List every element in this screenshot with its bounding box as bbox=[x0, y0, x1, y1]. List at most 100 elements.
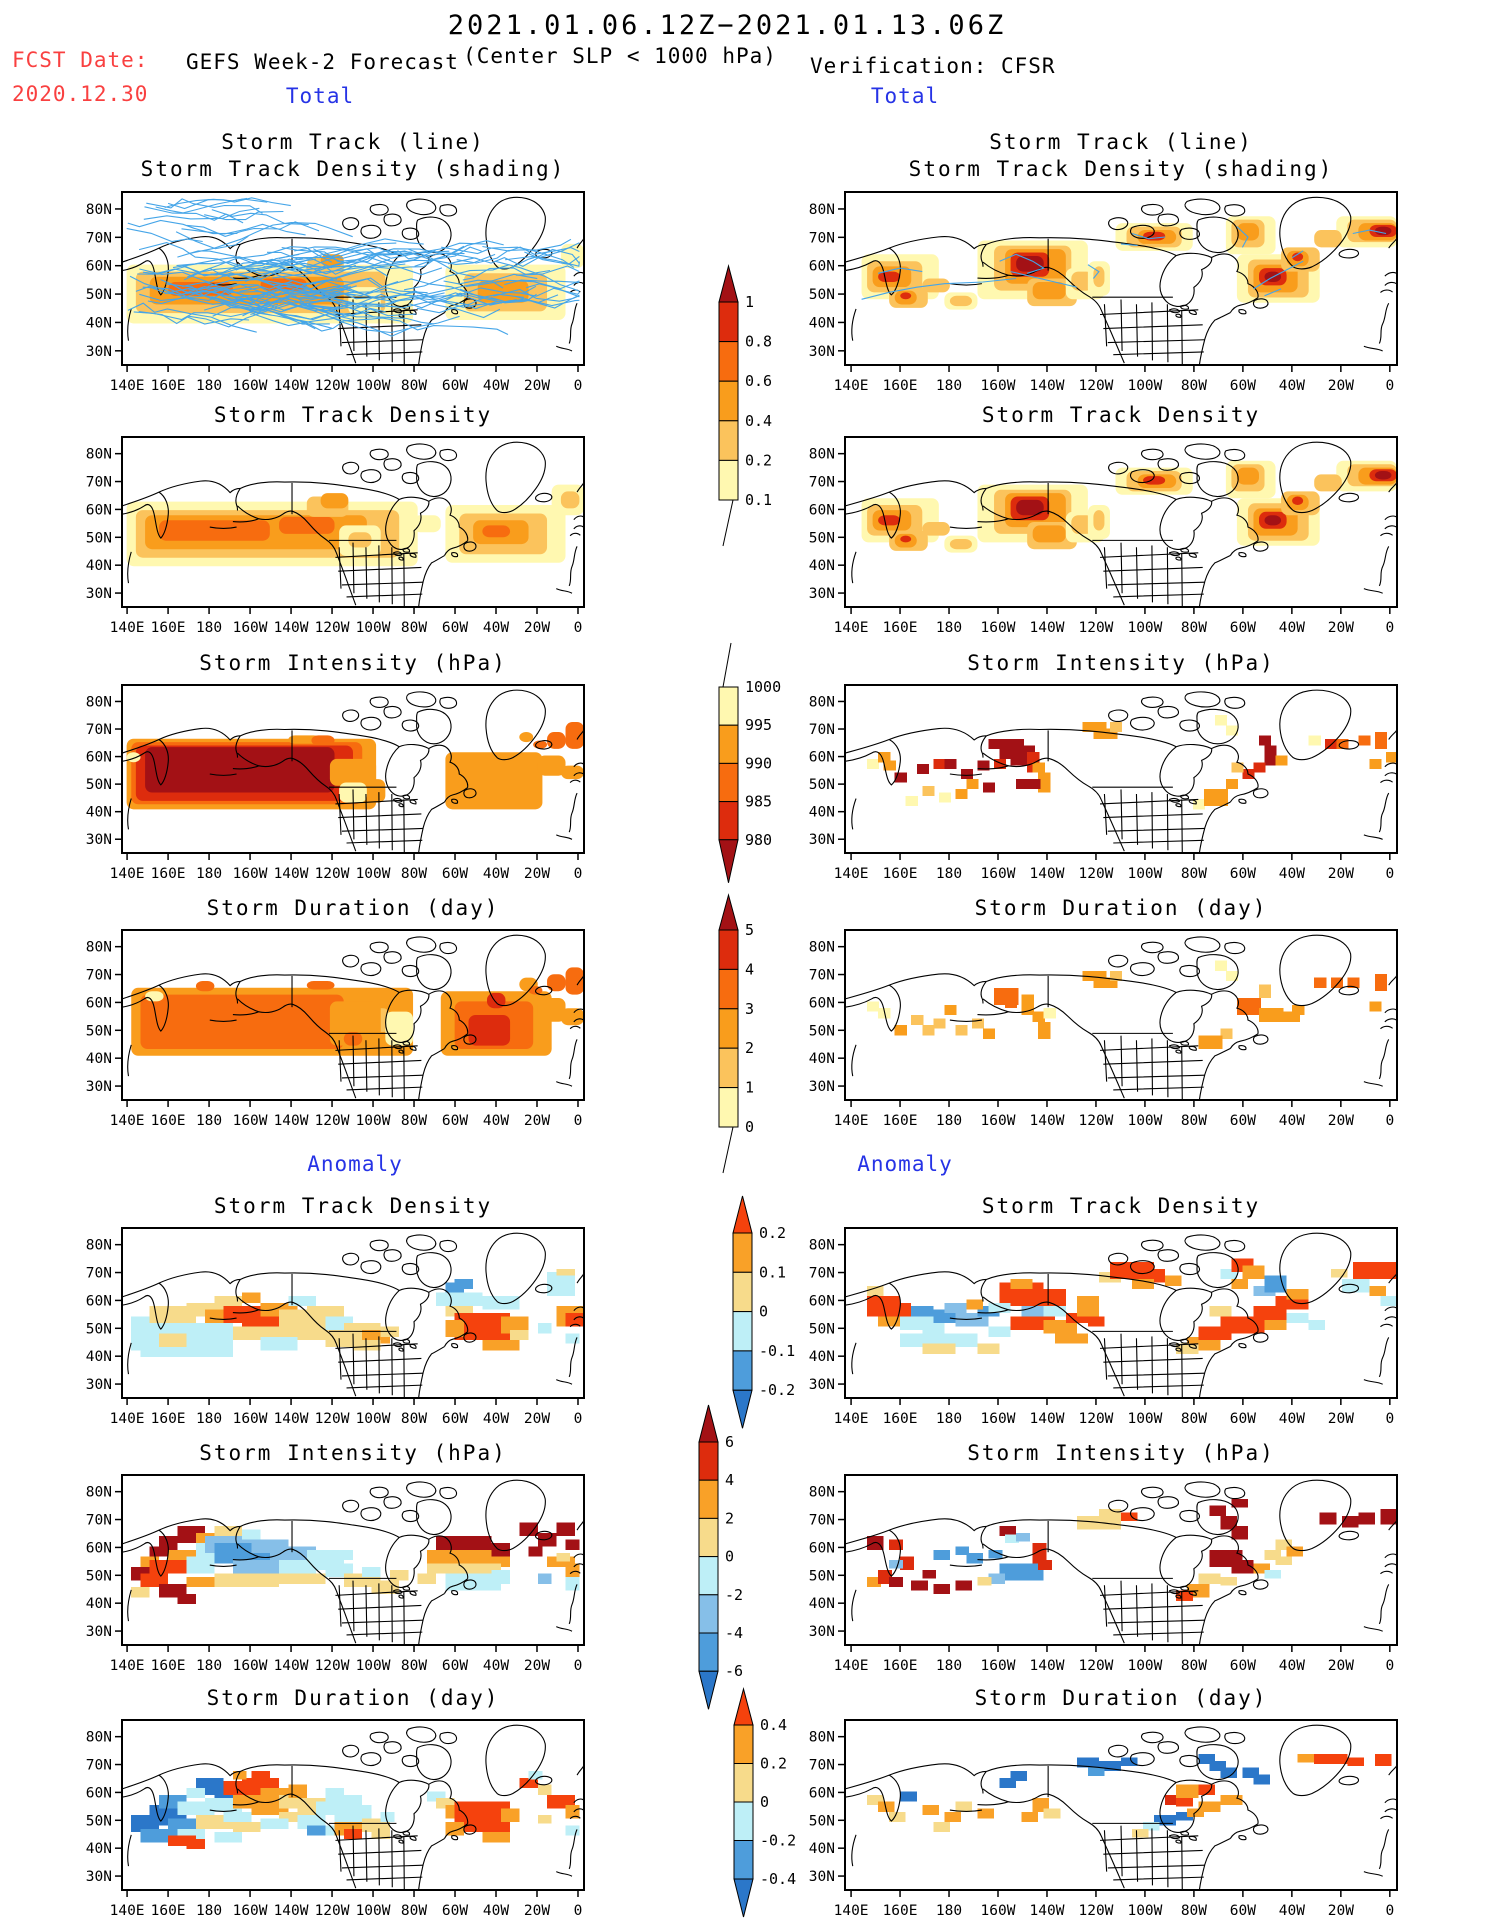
lon-tick-label: 60W bbox=[442, 1113, 468, 1129]
lat-tick-label: 80N bbox=[86, 940, 112, 956]
lat-tick-label: 60N bbox=[809, 1293, 835, 1309]
density-shading bbox=[867, 1754, 1392, 1838]
coastline bbox=[845, 935, 1396, 1100]
lat-tick-label: 80N bbox=[86, 1730, 112, 1746]
lat-tick-label: 40N bbox=[86, 805, 112, 821]
lon-tick-label: 140W bbox=[1030, 1113, 1065, 1129]
lon-tick-label: 120W bbox=[1078, 620, 1113, 636]
colorbar-tick-label: 980 bbox=[745, 831, 772, 849]
lat-tick-label: 80N bbox=[86, 202, 112, 218]
lon-tick-label: 140W bbox=[274, 866, 309, 882]
lon-tick-label: 80W bbox=[401, 378, 427, 394]
axes: 80N 70N 60N 50N 40N 30N 140E 160E 180 160W 140W 120… bbox=[809, 694, 1394, 882]
colorbar-tick-label: -2 bbox=[725, 1586, 743, 1604]
lat-tick-label: 70N bbox=[86, 1266, 112, 1282]
lon-tick-label: 0 bbox=[1385, 866, 1394, 882]
lat-tick-label: 70N bbox=[86, 968, 112, 984]
lon-tick-label: 20W bbox=[1328, 1113, 1354, 1129]
lon-tick-label: 140E bbox=[834, 620, 869, 636]
lon-tick-label: 160E bbox=[883, 1411, 918, 1427]
lat-tick-label: 60N bbox=[86, 259, 112, 275]
lon-tick-label: 20W bbox=[1328, 1658, 1354, 1674]
lon-tick-label: 180 bbox=[196, 1411, 222, 1427]
lat-tick-label: 30N bbox=[86, 344, 112, 360]
axes: 80N 70N 60N 50N 40N 30N 140E 160E 180 160W 140W 120… bbox=[86, 694, 583, 882]
lon-tick-label: 160E bbox=[883, 1113, 918, 1129]
lon-tick-label: 140E bbox=[110, 620, 145, 636]
lon-tick-label: 40W bbox=[1279, 866, 1305, 882]
lon-tick-label: 100W bbox=[356, 1411, 391, 1427]
colorbar-density_anomaly: 0.2 0.1 0 -0.1 -0.2 bbox=[732, 1195, 795, 1429]
lon-tick-label: 120W bbox=[1078, 1658, 1113, 1674]
axes: 80N 70N 60N 50N 40N 30N 140E 160E 180 160W 140W 120… bbox=[86, 940, 583, 1129]
lat-tick-label: 50N bbox=[809, 287, 835, 303]
lat-tick-label: 70N bbox=[86, 722, 112, 738]
verification-total-tracks-title: Storm Track Density (shading) bbox=[908, 157, 1334, 181]
lat-tick-label: 40N bbox=[809, 1051, 835, 1067]
lat-tick-label: 80N bbox=[86, 694, 112, 710]
colorbar-intensity_total: 1000 995 990 985 980 bbox=[718, 642, 781, 883]
lon-tick-label: 100W bbox=[1127, 378, 1162, 394]
verification-total-duration-title: Storm Duration (day) bbox=[974, 896, 1268, 920]
lon-tick-label: 40W bbox=[483, 1113, 509, 1129]
forecast-total-intensity-title: Storm Intensity (hPa) bbox=[199, 651, 507, 675]
lon-tick-label: 80W bbox=[1181, 378, 1207, 394]
axes: 80N 70N 60N 50N 40N 30N 140E 160E 180 160W 140W 120… bbox=[86, 202, 583, 394]
colorbar-density_total: 1 0.8 0.6 0.4 0.2 0.1 bbox=[718, 264, 772, 547]
lon-tick-label: 140W bbox=[274, 378, 309, 394]
section-anomaly-left: Anomaly bbox=[307, 1152, 403, 1176]
density-shading bbox=[867, 715, 1397, 810]
lon-tick-label: 40W bbox=[483, 1903, 509, 1919]
lon-tick-label: 0 bbox=[574, 1658, 583, 1674]
lon-tick-label: 20W bbox=[1328, 866, 1354, 882]
lon-tick-label: 160W bbox=[981, 1658, 1016, 1674]
lat-tick-label: 30N bbox=[86, 1869, 112, 1885]
verification-total-density-map: 80N 70N 60N 50N 40N 30N 140E 160E 180 160W 140W 120… bbox=[809, 436, 1398, 636]
colorbar-tick-label: 2 bbox=[745, 1039, 754, 1057]
lon-tick-label: 0 bbox=[1385, 620, 1394, 636]
figure-subtitle: (Center SLP < 1000 hPa) bbox=[463, 44, 777, 68]
lat-tick-label: 40N bbox=[809, 558, 835, 574]
lon-tick-label: 80W bbox=[401, 620, 427, 636]
lon-tick-label: 80W bbox=[1181, 1903, 1207, 1919]
lon-tick-label: 160W bbox=[981, 620, 1016, 636]
lat-tick-label: 80N bbox=[86, 1485, 112, 1501]
lat-tick-label: 50N bbox=[809, 1813, 835, 1829]
lon-tick-label: 80W bbox=[1181, 1113, 1207, 1129]
colorbar-tick-label: 5 bbox=[745, 921, 754, 939]
lat-tick-label: 60N bbox=[86, 995, 112, 1011]
lon-tick-label: 140W bbox=[274, 1903, 309, 1919]
verification-anomaly-density-map: 80N 70N 60N 50N 40N 30N 140E 160E 180 160W 140W 120… bbox=[809, 1227, 1398, 1427]
lon-tick-label: 160W bbox=[981, 1411, 1016, 1427]
section-total-right: Total bbox=[870, 84, 940, 108]
lon-tick-label: 60W bbox=[1230, 1903, 1256, 1919]
lon-tick-label: 120W bbox=[1078, 866, 1113, 882]
lon-tick-label: 160W bbox=[233, 1658, 268, 1674]
lat-tick-label: 50N bbox=[86, 287, 112, 303]
lon-tick-label: 40W bbox=[1279, 1113, 1305, 1129]
lon-tick-label: 20W bbox=[524, 620, 550, 636]
colorbar-tick-label: 990 bbox=[745, 754, 772, 772]
lon-tick-label: 140E bbox=[110, 1658, 145, 1674]
forecast-total-duration-map: 80N 70N 60N 50N 40N 30N 140E 160E 180 160W 140W 120… bbox=[86, 929, 585, 1129]
forecast-total-tracks-title: Storm Track Density (shading) bbox=[140, 157, 566, 181]
lat-tick-label: 60N bbox=[86, 1540, 112, 1556]
lat-tick-label: 80N bbox=[809, 1730, 835, 1746]
lon-tick-label: 40W bbox=[1279, 620, 1305, 636]
lat-tick-label: 30N bbox=[86, 1079, 112, 1095]
lat-tick-label: 70N bbox=[86, 1758, 112, 1774]
colorbar-tick-label: 3 bbox=[745, 1000, 754, 1018]
forecast-total-intensity-map: 80N 70N 60N 50N 40N 30N 140E 160E 180 160W 140W 120… bbox=[86, 684, 585, 882]
lat-tick-label: 70N bbox=[809, 1266, 835, 1282]
forecast-anomaly-duration-map: 80N 70N 60N 50N 40N 30N 140E 160E 180 160W 140W 120… bbox=[86, 1719, 585, 1919]
lat-tick-label: 50N bbox=[86, 1813, 112, 1829]
axes: 80N 70N 60N 50N 40N 30N 140E 160E 180 160W 140W 120… bbox=[86, 1485, 583, 1674]
colorbar-tick-label: 0.6 bbox=[745, 372, 772, 390]
lon-tick-label: 120W bbox=[1078, 1113, 1113, 1129]
lon-tick-label: 160E bbox=[883, 1658, 918, 1674]
lon-tick-label: 60W bbox=[1230, 378, 1256, 394]
lon-tick-label: 100W bbox=[356, 1903, 391, 1919]
colorbar-tick-label: -0.4 bbox=[760, 1870, 796, 1888]
verification-total-duration-map: 80N 70N 60N 50N 40N 30N 140E 160E 180 160W 140W 120… bbox=[809, 929, 1398, 1129]
